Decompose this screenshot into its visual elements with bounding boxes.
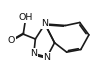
Text: N: N bbox=[43, 52, 50, 62]
Text: N: N bbox=[30, 49, 37, 58]
Text: N: N bbox=[41, 20, 48, 28]
Text: OH: OH bbox=[19, 14, 33, 22]
Text: O: O bbox=[8, 36, 15, 45]
